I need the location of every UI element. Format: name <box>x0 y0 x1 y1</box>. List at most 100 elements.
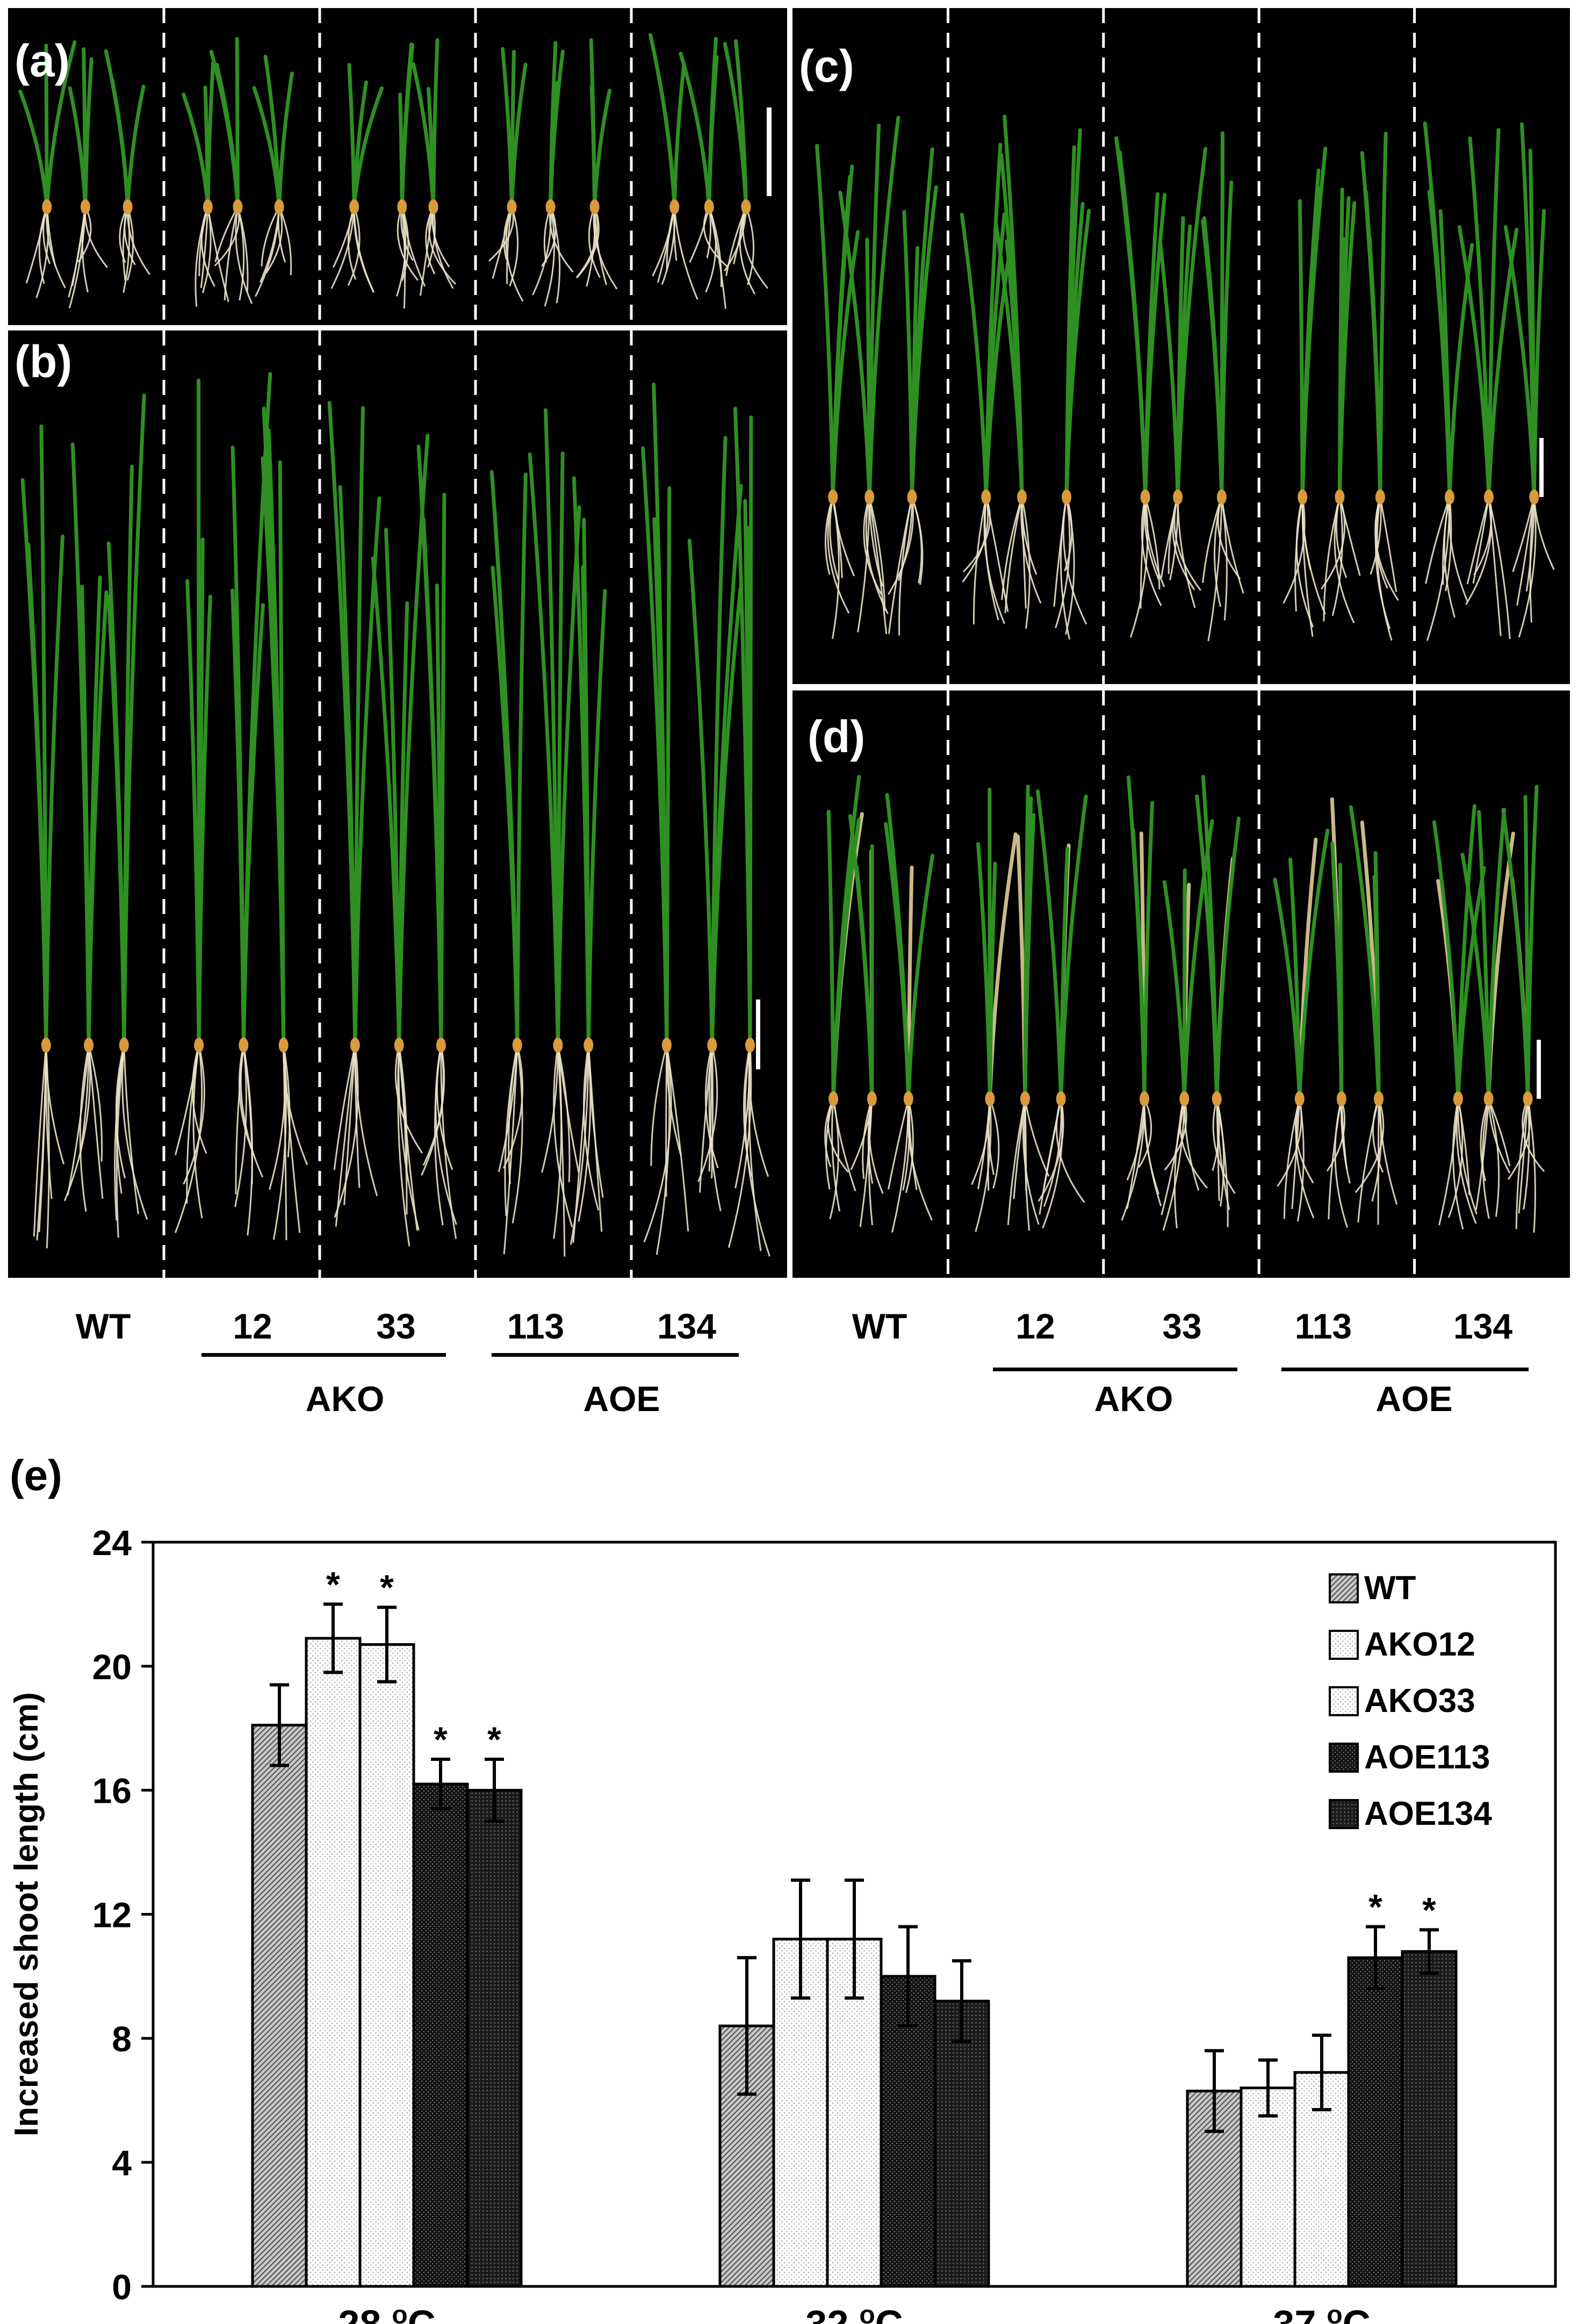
seedling <box>575 38 618 290</box>
seedling <box>723 39 769 294</box>
bar-aoe134-1 <box>466 1789 523 2288</box>
seedling <box>209 37 253 304</box>
seedling <box>1360 132 1399 641</box>
seedling <box>649 33 698 300</box>
seedling <box>532 41 574 307</box>
ako-group-line <box>201 1353 446 1357</box>
panel-b-plants <box>20 330 770 1278</box>
label-aoe: AOE <box>1375 1379 1453 1419</box>
bar-chart: 0 4 8 12 16 20 24 Increased shoot length (cm) * *… <box>8 1523 1557 2324</box>
seedling <box>1501 785 1545 1233</box>
seedling <box>327 401 381 1227</box>
seedling <box>1158 147 1208 608</box>
seedling <box>994 114 1042 629</box>
seedling <box>1320 188 1361 623</box>
ako-group-line <box>993 1368 1237 1371</box>
label-aoe: AOE <box>583 1379 660 1419</box>
legend-label: AKO33 <box>1364 1682 1475 1719</box>
seedling <box>1432 804 1486 1229</box>
seedling <box>489 470 528 1255</box>
bar-ako33-3 <box>1293 2071 1350 2288</box>
seedling <box>1114 136 1167 638</box>
seedling <box>68 47 109 309</box>
photo-panel-a: (a) <box>8 8 787 325</box>
panel-c-plants <box>815 8 1555 684</box>
x-category-label: 28 oC <box>338 2301 435 2324</box>
label-line-12: 12 <box>1015 1306 1055 1346</box>
seedling <box>1035 789 1088 1228</box>
significance-star: * <box>434 1719 448 1759</box>
y-tick-label: 4 <box>112 2143 132 2183</box>
panel-a-label: (a) <box>15 35 70 86</box>
label-ako: AKO <box>1094 1379 1173 1419</box>
seedling <box>106 393 148 1238</box>
legend-swatch <box>1329 1799 1359 1829</box>
seedling <box>884 793 935 1233</box>
legend-swatch <box>1329 1743 1359 1773</box>
bar-aoe113-3 <box>1347 1956 1404 2288</box>
scale-bar <box>1539 438 1544 497</box>
bar-ako12-3 <box>1240 2086 1296 2288</box>
seedling <box>848 814 884 1227</box>
panel-a-plants <box>18 8 769 325</box>
seedling <box>1121 775 1162 1221</box>
seedling <box>1503 122 1555 638</box>
seedling <box>971 787 1018 1232</box>
bar-aoe113-1 <box>412 1782 469 2288</box>
photo-panel-d: (d) <box>792 690 1570 1278</box>
seedling <box>104 49 150 293</box>
y-tick-label: 16 <box>92 1771 132 1811</box>
seedling <box>411 38 456 296</box>
aoe-group-line <box>1281 1368 1529 1371</box>
seedling <box>396 42 426 309</box>
seedling <box>1273 828 1330 1222</box>
seedling <box>63 442 109 1212</box>
seedling <box>174 378 212 1233</box>
bar-aoe134-3 <box>1401 1950 1458 2288</box>
y-tick-label: 8 <box>112 2019 132 2059</box>
legend-label: AOE113 <box>1364 1739 1490 1776</box>
significance-star: * <box>380 1567 394 1607</box>
seedling <box>1201 131 1244 642</box>
label-line-134: 134 <box>1453 1306 1513 1346</box>
seedling <box>1423 121 1474 641</box>
scale-bar <box>1537 1040 1541 1099</box>
label-wt: WT <box>75 1306 131 1346</box>
seedling <box>371 434 430 1247</box>
seedling <box>687 436 743 1212</box>
seedling <box>1326 797 1351 1228</box>
legend-label: WT <box>1364 1570 1416 1607</box>
panel-b-label: (b) <box>15 336 73 387</box>
seedling <box>1349 805 1398 1225</box>
panel-d-label: (d) <box>808 711 866 762</box>
label-line-134: 134 <box>657 1306 717 1346</box>
label-line-12: 12 <box>233 1306 272 1346</box>
seedling <box>815 143 860 639</box>
legend-swatch <box>1329 1573 1359 1603</box>
seedling <box>261 406 308 1240</box>
label-line-33: 33 <box>376 1306 416 1346</box>
significance-star: * <box>1422 1890 1436 1930</box>
y-tick-label: 12 <box>92 1895 132 1935</box>
seedling <box>1457 128 1519 639</box>
panel-c-label: (c) <box>799 41 854 91</box>
seedling <box>488 47 528 302</box>
legend-label: AKO12 <box>1364 1626 1475 1663</box>
label-ako: AKO <box>305 1379 385 1419</box>
seedling <box>20 424 65 1249</box>
y-tick-label: 24 <box>92 1523 132 1563</box>
seedling <box>888 147 938 636</box>
y-axis-label: Increased shoot length (cm) <box>8 1692 45 2136</box>
bar-aoe134-2 <box>933 1999 990 2288</box>
seedling <box>679 37 728 309</box>
x-category-label: 32 oC <box>805 2301 903 2324</box>
bar-wt-1 <box>251 1723 308 2288</box>
seedling <box>727 406 770 1257</box>
seedling <box>528 408 581 1257</box>
seedling <box>252 54 294 297</box>
panel-d-plants <box>824 690 1545 1278</box>
photo-panel-b: (b) <box>8 330 787 1278</box>
seedling <box>640 382 689 1255</box>
aoe-group-line <box>492 1353 739 1357</box>
y-tick-label: 20 <box>92 1647 132 1687</box>
